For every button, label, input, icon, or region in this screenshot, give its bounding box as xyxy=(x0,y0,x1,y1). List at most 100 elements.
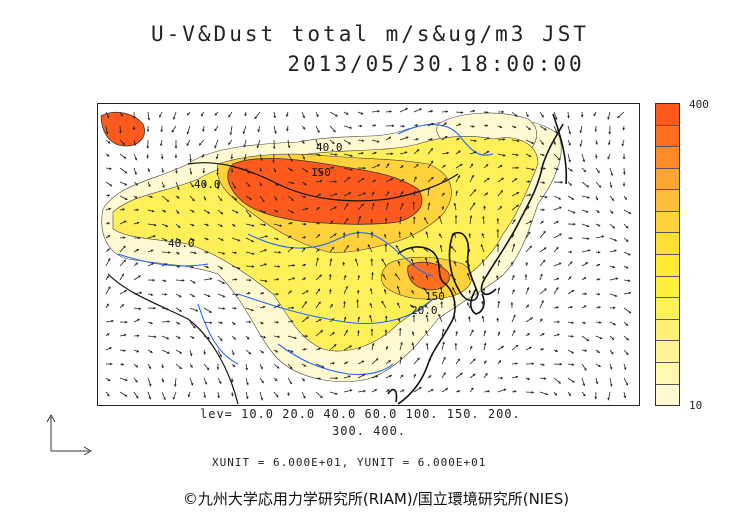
wind-vector-head xyxy=(467,248,471,251)
wind-vector-head xyxy=(132,127,136,131)
wind-vector-head xyxy=(146,156,149,159)
wind-vector-head xyxy=(485,192,488,196)
wind-vector-head xyxy=(318,377,321,380)
wind-vector-head xyxy=(482,287,486,291)
wind-vector-head xyxy=(304,301,307,304)
wind-vector-head xyxy=(381,300,384,304)
wind-vector-head xyxy=(247,292,251,295)
dust-core-mongolia xyxy=(227,158,423,225)
wind-vector-head xyxy=(439,233,442,237)
wind-vector-head xyxy=(214,128,217,132)
wind-vector-head xyxy=(305,334,308,338)
wind-vector-head xyxy=(276,366,280,369)
wind-vector-head xyxy=(427,187,431,190)
contour-label: 150 xyxy=(311,166,331,179)
wind-vector-head xyxy=(423,287,426,291)
wind-vector-head xyxy=(416,138,419,141)
wind-vector-head xyxy=(441,328,445,332)
wind-vector-head xyxy=(453,261,457,264)
wind-vector-head xyxy=(455,190,459,193)
wind-vector-head xyxy=(189,353,193,356)
wind-vector-head xyxy=(346,245,349,248)
wind-vector-head xyxy=(585,210,589,213)
wind-vector-head xyxy=(483,342,487,346)
wind-vector-head xyxy=(391,124,395,128)
wind-vector-head xyxy=(147,184,151,187)
wind-vector-head xyxy=(304,182,307,186)
wind-vector-head xyxy=(443,356,446,360)
wind-vector-head xyxy=(607,142,611,146)
wind-vector-head xyxy=(234,278,238,281)
wind-vector-head xyxy=(216,173,219,176)
wind-vector-head xyxy=(486,150,490,154)
wind-vector-head xyxy=(107,235,111,238)
wind-vector-head xyxy=(582,159,586,162)
coastline-japan-kyushu xyxy=(469,288,485,315)
wind-vector-head xyxy=(134,195,138,199)
wind-vector-head xyxy=(122,208,125,211)
wind-vector-head xyxy=(557,333,560,337)
wind-vector-head xyxy=(586,224,590,228)
wind-vector-head xyxy=(342,262,346,265)
wind-vector-head xyxy=(360,124,363,128)
wind-vector-head xyxy=(233,186,236,189)
wind-vector-head xyxy=(256,145,260,149)
wind-vector-head xyxy=(372,203,375,206)
wind-vector-head xyxy=(277,304,281,307)
wind-vector-head xyxy=(384,217,388,221)
wind-vector-head xyxy=(370,328,374,331)
wind-vector-head xyxy=(599,336,603,340)
wind-vector-head xyxy=(279,224,283,227)
wind-vector-head xyxy=(290,247,293,250)
wind-vector-head xyxy=(261,199,265,203)
wind-vector-head xyxy=(542,363,545,366)
wind-vector-head xyxy=(441,206,444,209)
wind-vector-layer xyxy=(105,107,632,401)
wind-vector-head xyxy=(428,358,432,361)
wind-vector-head xyxy=(373,151,377,155)
wind-vector-head xyxy=(414,176,417,180)
wind-vector-head xyxy=(273,169,277,173)
wind-vector-head xyxy=(398,231,401,234)
dust-map: 40.0 150 40.0 40.0 150 20.0 xyxy=(100,107,632,405)
wind-vector-head xyxy=(335,376,338,380)
wind-vector-head xyxy=(510,261,514,264)
wind-vector-head xyxy=(260,366,263,370)
wind-vector-head xyxy=(395,273,398,277)
wind-vector-head xyxy=(317,130,320,133)
wind-vector-head xyxy=(423,247,427,251)
wind-vector-head xyxy=(607,156,610,160)
dust-map-panel: 40.0 150 40.0 40.0 150 20.0 xyxy=(97,103,640,406)
wind-vector-head xyxy=(514,178,518,181)
wind-vector-head xyxy=(160,156,164,160)
wind-vector-head xyxy=(305,207,309,211)
wind-vector-head xyxy=(105,131,109,135)
wind-vector-head xyxy=(177,322,180,325)
wind-vector-head xyxy=(160,129,164,132)
wind-vector-head xyxy=(333,129,336,133)
wind-vector-head xyxy=(405,107,408,111)
wind-vector-head xyxy=(367,244,371,247)
wind-vector-head xyxy=(205,237,209,241)
wind-vector-head xyxy=(381,258,385,262)
wind-vector-head xyxy=(485,373,488,376)
wind-vector-head xyxy=(624,197,627,200)
wind-vector-head xyxy=(272,160,275,163)
wind-vector-head xyxy=(512,330,516,333)
wind-vector-head xyxy=(370,258,374,261)
wind-vector-head xyxy=(443,372,446,375)
wind-vector-head xyxy=(573,222,576,226)
wind-vector-head xyxy=(455,331,458,334)
wind-vector-head xyxy=(136,208,139,212)
wind-vector-head xyxy=(430,109,433,113)
wind-vector-head xyxy=(219,198,222,201)
wind-vector-head xyxy=(260,397,264,401)
wind-vector-head xyxy=(360,112,364,115)
wind-vector-head xyxy=(625,382,629,386)
wind-vector-head xyxy=(333,233,337,236)
wind-vector-head xyxy=(179,351,182,354)
wind-vector-head xyxy=(166,307,169,311)
wind-vector-head xyxy=(150,249,154,253)
wind-vector-head xyxy=(125,320,128,324)
wind-vector-head xyxy=(496,243,500,247)
